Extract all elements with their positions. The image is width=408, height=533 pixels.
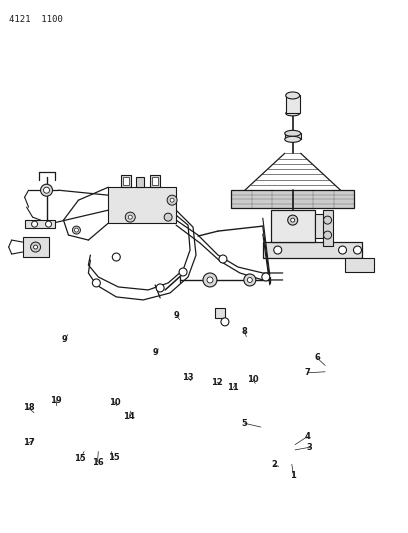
Bar [231,190,355,208]
Bar [286,95,299,114]
Circle shape [262,273,270,281]
Circle shape [203,273,217,287]
Bar [123,177,129,185]
Circle shape [221,318,229,326]
Bar [121,175,131,187]
Text: 14: 14 [123,412,135,421]
Bar [271,210,315,242]
Text: 12: 12 [211,378,223,387]
Bar [109,187,176,223]
Circle shape [73,226,80,234]
Circle shape [339,246,346,254]
Circle shape [128,215,132,219]
Circle shape [156,284,164,292]
Circle shape [219,255,227,263]
Circle shape [244,274,256,286]
Bar [152,177,158,185]
Circle shape [125,212,135,222]
Bar [22,237,49,257]
Text: 6: 6 [314,353,320,362]
Text: 16: 16 [91,458,103,466]
Text: 15: 15 [75,455,86,463]
Circle shape [31,221,38,227]
Text: 7: 7 [304,368,310,377]
Circle shape [324,216,332,224]
Circle shape [164,213,172,221]
Text: 17: 17 [22,439,34,448]
Text: 8: 8 [242,327,248,336]
Circle shape [324,231,332,239]
Bar [315,214,328,238]
Text: 2: 2 [271,461,277,469]
Text: 10: 10 [109,398,120,407]
Bar [263,242,362,258]
Circle shape [33,245,38,249]
Circle shape [291,218,295,222]
Circle shape [112,253,120,261]
Text: 19: 19 [50,396,62,405]
Bar [215,308,225,318]
Text: 3: 3 [307,443,313,452]
Ellipse shape [286,92,299,99]
Text: 4: 4 [304,432,310,441]
Text: 10: 10 [247,375,259,384]
Text: 15: 15 [108,454,120,463]
Circle shape [44,187,49,193]
Circle shape [170,198,174,202]
Text: 9: 9 [152,348,158,357]
Text: 11: 11 [227,383,239,392]
Text: 1: 1 [290,471,296,480]
Circle shape [179,268,187,276]
Text: 13: 13 [182,373,193,382]
Circle shape [31,242,40,252]
Text: 5: 5 [242,419,248,428]
Circle shape [74,228,78,232]
Bar [136,177,144,187]
Circle shape [46,221,51,227]
Text: 18: 18 [22,403,34,413]
Text: 9: 9 [173,311,179,320]
Ellipse shape [286,111,299,116]
Text: 9: 9 [62,335,68,344]
Circle shape [288,215,298,225]
Circle shape [353,246,361,254]
Ellipse shape [285,131,301,136]
Circle shape [274,246,282,254]
Circle shape [92,279,100,287]
Circle shape [167,195,177,205]
Circle shape [207,277,213,283]
Circle shape [40,184,53,196]
Circle shape [247,278,252,282]
Ellipse shape [285,136,301,142]
Bar [323,210,333,246]
Bar [150,175,160,187]
Bar [344,258,375,272]
Bar [285,133,301,139]
Bar [24,220,55,228]
Text: 4121  1100: 4121 1100 [9,15,62,23]
